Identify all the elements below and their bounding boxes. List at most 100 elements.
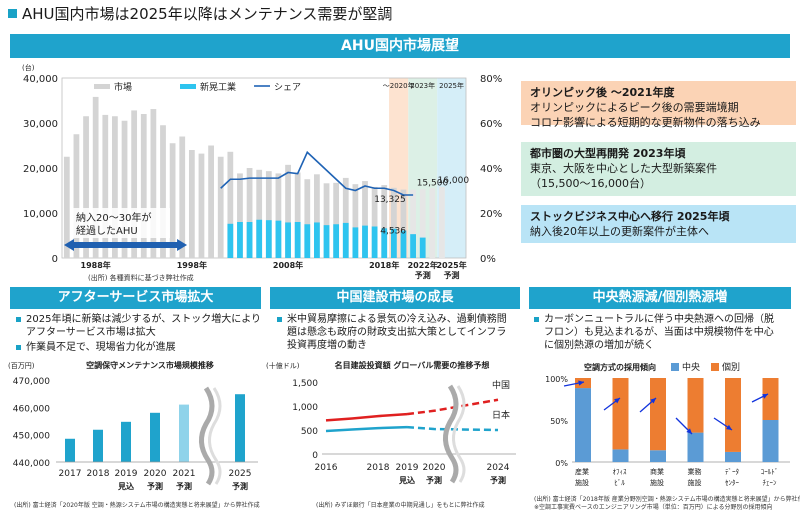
y-tick-label: 470,000 xyxy=(13,377,50,387)
x-tick-label: 2019 xyxy=(115,469,138,479)
annotation-label: 13,325 xyxy=(374,195,406,205)
trend-arrowhead xyxy=(578,380,584,386)
shinko-bar xyxy=(314,222,320,258)
x-tick-label: ｾﾝﾀｰ xyxy=(725,479,739,487)
market-bar xyxy=(304,179,311,258)
chart-title: 空調保守メンテナンス市場規模推移 xyxy=(86,360,214,370)
stacked-bar-individual xyxy=(687,378,704,433)
bullet-text: 作業員不足で、現場省力化が進展 xyxy=(26,342,176,353)
market-bar xyxy=(73,134,80,258)
series-line-japan xyxy=(325,425,408,433)
y-tick-label: 440,000 xyxy=(13,459,50,469)
market-bar xyxy=(140,114,147,258)
market-bar xyxy=(400,189,407,258)
legend-swatch-central xyxy=(671,363,679,371)
bullet-china-1: 米中貿易摩擦による景気の冷え込み、過剰債務問題は懸念も政府の財政支出拡大策として… xyxy=(277,313,513,352)
market-bar xyxy=(169,143,176,258)
chart-title: 名目建設投資額 グローバル需要の推移予想 xyxy=(335,360,490,370)
shinko-bar xyxy=(304,224,311,258)
series-label: 日本 xyxy=(492,409,510,421)
market-bar xyxy=(390,187,397,258)
page-title: AHU国内市場は2025年以降はメンテナンス需要が堅調 xyxy=(22,5,393,23)
market-bar xyxy=(150,109,157,258)
shinko-bar xyxy=(323,225,330,258)
bullet-heat-source-1: カーボンニュートラルに伴う中央熱源への回帰（脱フロン）も見込まれるが、当面は中規… xyxy=(534,313,782,352)
x-tick-sub-label: 見込 xyxy=(398,475,415,485)
annotation-label: 16,000 xyxy=(438,176,470,186)
source-note-right-2: ※空調工事実費ベースのエンジニアリング市場（単位：百万円）による分野別の採用傾向 xyxy=(534,504,773,511)
shinko-bar xyxy=(342,222,349,258)
info-box-olympic-line: コロナ影響による短期的な更新物件の落ち込み xyxy=(530,116,761,129)
legend-swatch-shinko xyxy=(180,84,196,89)
bracket-text-bg xyxy=(70,208,170,238)
market-bar xyxy=(179,136,186,258)
x-tick-sub-label: 予測 xyxy=(426,475,442,485)
y-tick-label: 0 xyxy=(52,254,58,265)
shinko-bar xyxy=(285,222,291,258)
market-bar xyxy=(246,168,253,258)
x-tick-label: 2025年 xyxy=(436,260,466,270)
market-bar xyxy=(198,153,205,258)
shinko-bar xyxy=(265,220,272,258)
x-tick-label: 施設 xyxy=(650,478,664,487)
shinko-bar xyxy=(400,230,407,258)
section-banner-heat-source: 中央熱源減/個別熱源増 xyxy=(529,287,791,309)
market-bar xyxy=(333,182,340,258)
axis-break-shape xyxy=(199,386,215,486)
x-tick-sub-label: 見込 xyxy=(117,481,134,491)
x-tick-label: 2024 xyxy=(487,463,510,473)
market-bar xyxy=(439,186,445,258)
x-tick-sub-label: 予測 xyxy=(147,481,163,491)
x-tick-label: 産業 xyxy=(575,467,589,476)
x-tick-label: 1988年 xyxy=(81,260,111,270)
source-note-mid: (出所) みずほ銀行「日本産業の中期見通し」をもとに弊社作成 xyxy=(316,502,485,509)
period-label: 2023年 xyxy=(410,81,435,90)
plot-frame xyxy=(61,77,467,259)
x-tick-label: 2019 xyxy=(396,463,419,473)
shinko-bar xyxy=(333,224,340,258)
axis-break-shape xyxy=(443,384,459,484)
bullet-aftersales-1: 2025年頃に新築は減少するが、ストック増大によりアフターサービス市場は拡大 xyxy=(16,313,264,339)
market-bar xyxy=(131,110,138,259)
trend-arrowhead xyxy=(650,398,656,404)
legend-label: シェア xyxy=(274,83,301,93)
y-tick-label: 50% xyxy=(550,417,568,426)
stacked-bar-individual xyxy=(762,378,779,420)
market-bar xyxy=(265,171,272,258)
y2-tick-label: 40% xyxy=(480,164,502,175)
x-tick-label: 2020 xyxy=(423,463,446,473)
shinko-bar xyxy=(390,228,397,258)
info-box-redevelopment-heading: 都市圏の大型再開発 2023年頃 xyxy=(530,147,686,160)
maintenance-bar xyxy=(121,421,131,462)
shinko-bar xyxy=(275,220,282,258)
shinko-bar xyxy=(227,223,234,258)
y2-tick-label: 60% xyxy=(480,119,502,130)
x-tick-label: 2018 xyxy=(367,463,390,473)
x-tick-label: 施設 xyxy=(688,478,702,487)
bullet-marker xyxy=(534,317,539,322)
y2-tick-label: 0% xyxy=(480,254,496,265)
y-axis-label: (台) xyxy=(22,63,35,72)
info-box-redevelopment-line: 東京、大阪を中心とした大型新築案件 xyxy=(530,162,717,175)
shinko-bar xyxy=(410,234,416,258)
market-bar xyxy=(188,150,195,258)
annotation-label: 4,536 xyxy=(380,227,406,237)
stacked-bar-central xyxy=(612,449,629,462)
maintenance-bar xyxy=(235,394,245,462)
stacked-bar-central xyxy=(725,451,741,462)
market-bar xyxy=(112,116,118,258)
title-marker xyxy=(8,9,17,18)
legend-label: 市場 xyxy=(114,81,132,93)
y-tick-label: 0% xyxy=(555,459,568,468)
shinko-bar xyxy=(381,228,388,258)
section-banner-aftersales: アフターサービス市場拡大 xyxy=(10,287,261,309)
y2-tick-label: 80% xyxy=(480,74,502,85)
market-bar xyxy=(323,183,330,258)
market-bar xyxy=(285,164,291,258)
market-bar xyxy=(121,120,128,258)
maintenance-bar xyxy=(179,404,189,462)
x-tick-label: 2018年 xyxy=(369,260,399,270)
stacked-bar-central xyxy=(575,388,591,462)
bracket-text: 納入20〜30年が xyxy=(76,211,151,224)
